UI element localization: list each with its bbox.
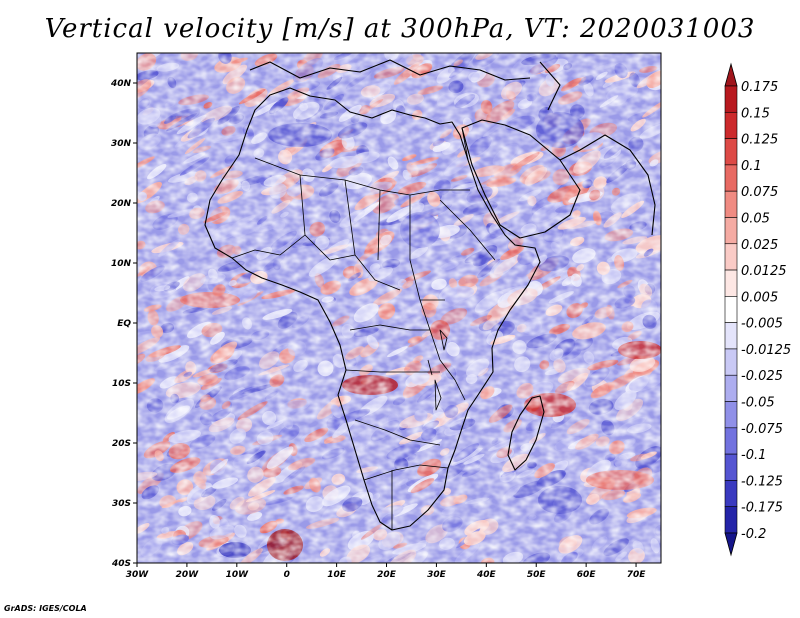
country-borders [231,127,496,530]
colorbar-swatch [724,427,738,455]
colorbar-label: 0.0125 [741,264,787,279]
colorbar-label: 0.175 [741,80,778,95]
colorbar-label: 0.15 [741,106,770,121]
iran-india-coast [559,134,656,236]
map-plot-area [137,53,661,563]
colorbar-swatch [724,190,738,218]
colorbar-swatch [724,374,738,402]
lat-label: 20S [112,439,131,449]
colorbar-swatch [724,322,738,350]
lon-label: 0 [284,570,290,580]
grads-credit: GrADS: IGES/COLA [4,604,87,613]
colorbar-swatch [724,506,738,534]
colorbar-swatch [724,164,738,192]
colorbar-label: -0.05 [741,396,775,411]
lon-label: 30W [126,570,150,580]
colorbar-swatch [724,401,738,429]
lon-label: 70E [627,570,647,580]
lakes [427,329,448,411]
colorbar-swatch [724,480,738,508]
colorbar-swatch [724,138,738,166]
colorbar-swatch [724,269,738,297]
colorbar-label: 0.1 [741,159,762,174]
colorbar-label: -0.0125 [741,343,791,358]
colorbar-swatch [724,243,738,271]
map-title: Vertical velocity [m/s] at 300hPa, VT: 2… [44,14,756,44]
lat-label: EQ [117,319,131,329]
madagascar-coastline [507,395,545,471]
colorbar-swatch [724,217,738,245]
colorbar-label: 0.05 [741,211,770,226]
field-texture [137,53,661,563]
lat-label: 30S [112,499,131,509]
colorbar-swatch [724,85,738,113]
longitude-axis: 30W 20W 10W 0 10E 20E 30E 40E 50E 60E 70E [126,563,646,580]
colorbar-top-arrow [724,62,738,87]
lat-label: 10N [111,259,132,269]
coastlines-and-borders [204,59,656,531]
lon-label: 10W [226,570,250,580]
lat-label: 40N [110,79,132,89]
colorbar-label: 0.025 [741,238,778,253]
colorbar-swatch [724,296,738,323]
lon-label: 20W [176,570,200,580]
europe-coast [249,59,531,81]
lon-label: 50E [527,570,547,580]
colorbar-label: -0.175 [741,501,783,516]
colorbar: 0.175 0.15 0.125 0.1 0.075 0.05 0.025 0.0125 0.0… [724,62,791,557]
colorbar-label: -0.025 [741,369,783,384]
colorbar-label: -0.005 [741,317,783,332]
caspian-region [539,61,561,111]
colorbar-swatch [724,111,738,139]
lon-label: 60E [577,570,597,580]
lon-label: 10E [327,570,347,580]
colorbar-label: -0.2 [741,527,766,542]
africa-coastline [204,87,541,531]
colorbar-label: 0.075 [741,185,778,200]
colorbar-label: -0.075 [741,422,783,437]
colorbar-label: 0.125 [741,133,778,148]
lat-label: 30N [111,139,132,149]
map-frame [136,52,662,564]
lat-label: 20N [111,199,132,209]
latitude-axis: 40N 30N 20N 10N EQ 10S 20S 30S 40S [110,79,137,569]
colorbar-label: 0.005 [741,290,778,305]
lat-label: 10S [112,379,131,389]
lon-label: 30E [427,570,447,580]
colorbar-label: -0.125 [741,474,783,489]
colorbar-swatch [724,453,738,481]
arabian-peninsula [461,119,581,239]
lon-label: 40E [476,570,497,580]
lat-label: 40S [111,559,131,569]
colorbar-bottom-arrow [724,532,738,557]
lon-label: 20E [377,570,397,580]
colorbar-swatch [724,348,738,376]
colorbar-label: -0.1 [741,448,766,463]
